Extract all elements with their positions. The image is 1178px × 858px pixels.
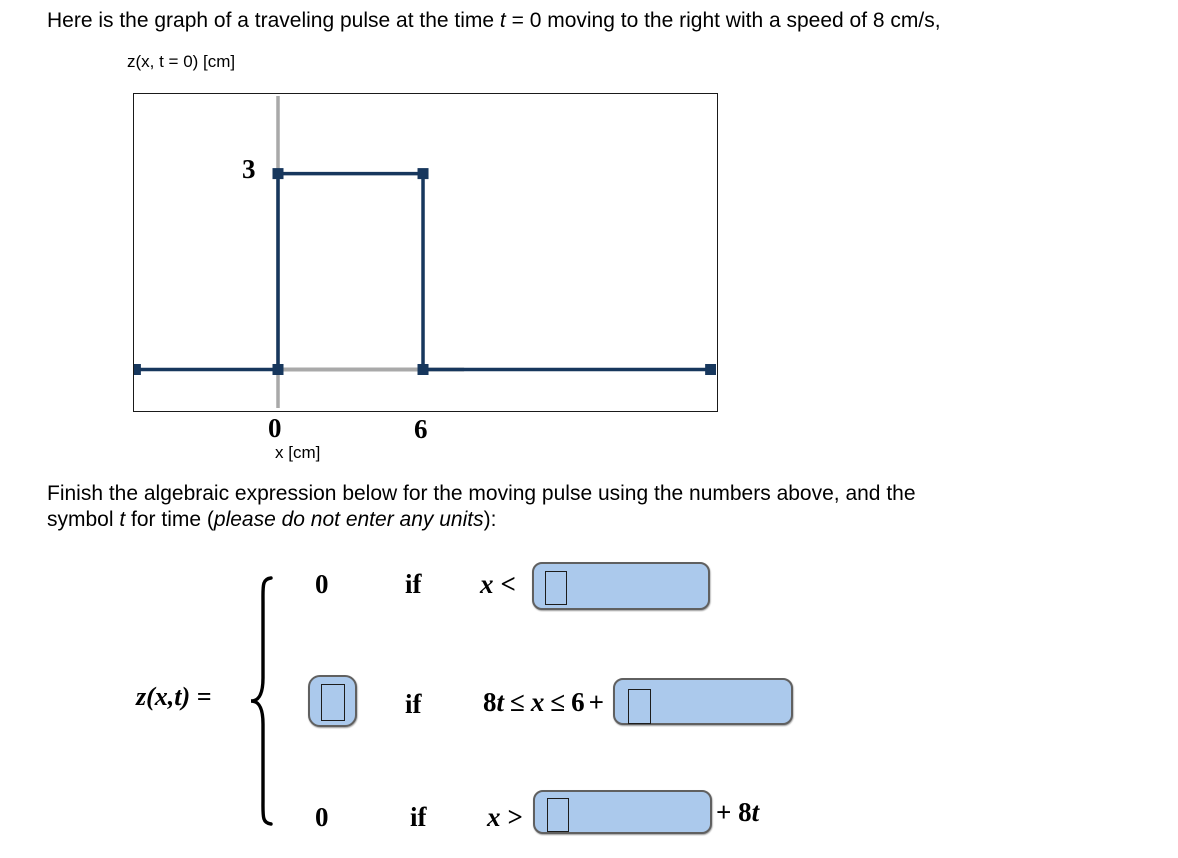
answer-cursor-box [321,684,345,721]
answer-input-row2-value[interactable] [308,675,357,727]
y-tick-label-3: 3 [242,154,256,184]
answer-input-row3-bound[interactable] [533,790,712,834]
x-tick-label-6: 6 [414,414,428,444]
pulse-plot [134,96,716,408]
piecewise-brace-icon [250,576,273,826]
piecewise-row3-value: 0 [315,802,329,832]
answer-cursor-box [547,798,569,832]
answer-input-row1-bound[interactable] [532,562,710,610]
answer-cursor-box [545,571,567,605]
y-axis-label: z(x, t = 0) [cm] [127,52,236,71]
pulse-graph-panel [133,93,718,412]
piecewise-row1-condition: x < [480,569,516,599]
piecewise-row3-tail: + 8t [716,797,760,827]
x-axis-label: x [cm] [275,443,321,462]
piecewise-row1-if: if [405,569,422,599]
piecewise-row3-if: if [410,802,427,832]
piecewise-row2-if: if [405,689,422,719]
answer-cursor-box [628,689,651,724]
instructions-text: Finish the algebraic expression below fo… [47,482,916,531]
answer-input-row2-bound[interactable] [613,678,793,725]
piecewise-row1-value: 0 [315,569,329,599]
piecewise-row3-condition: x > [487,802,523,832]
piecewise-lhs: z(x,t) = [136,682,212,711]
x-tick-label-0: 0 [268,413,282,443]
question-intro-text: Here is the graph of a traveling pulse a… [47,9,941,32]
piecewise-row2-condition: 8t ≤ x ≤6 + [483,687,605,717]
